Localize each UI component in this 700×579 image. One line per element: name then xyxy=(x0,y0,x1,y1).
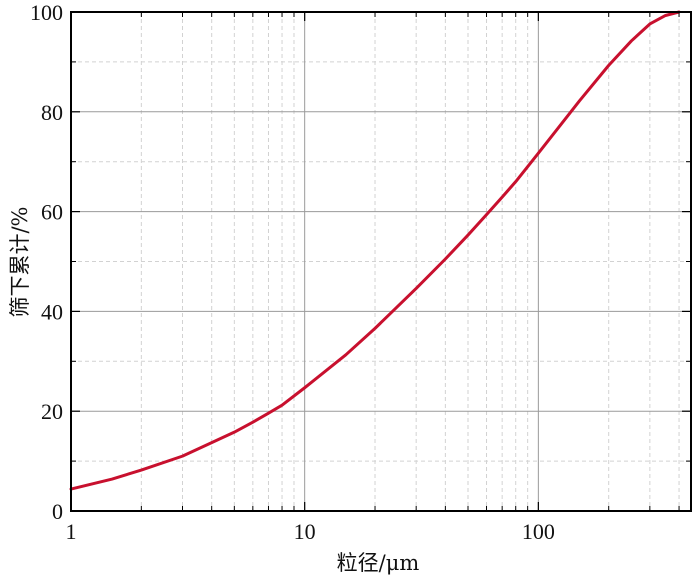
y-tick-labels: 0 20 40 60 80 100 xyxy=(30,0,63,524)
y-tick-label: 0 xyxy=(52,499,63,524)
x-tick-label: 10 xyxy=(294,519,316,544)
x-tick-label: 1 xyxy=(66,519,77,544)
y-tick-label: 60 xyxy=(41,200,63,225)
series-line xyxy=(69,10,681,491)
minor-grid xyxy=(71,12,691,511)
y-tick-label: 100 xyxy=(30,0,63,25)
x-tick-label: 100 xyxy=(522,519,555,544)
x-tick-labels: 1 10 100 xyxy=(66,519,555,544)
y-tick-label: 40 xyxy=(41,299,63,324)
tick-marks xyxy=(70,11,691,512)
x-axis-title: 粒径/μm xyxy=(337,551,420,575)
y-tick-label: 80 xyxy=(41,100,63,125)
series-layer xyxy=(69,10,681,491)
y-axis-title: 筛下累计/% xyxy=(8,206,32,317)
y-tick-label: 20 xyxy=(41,399,63,424)
